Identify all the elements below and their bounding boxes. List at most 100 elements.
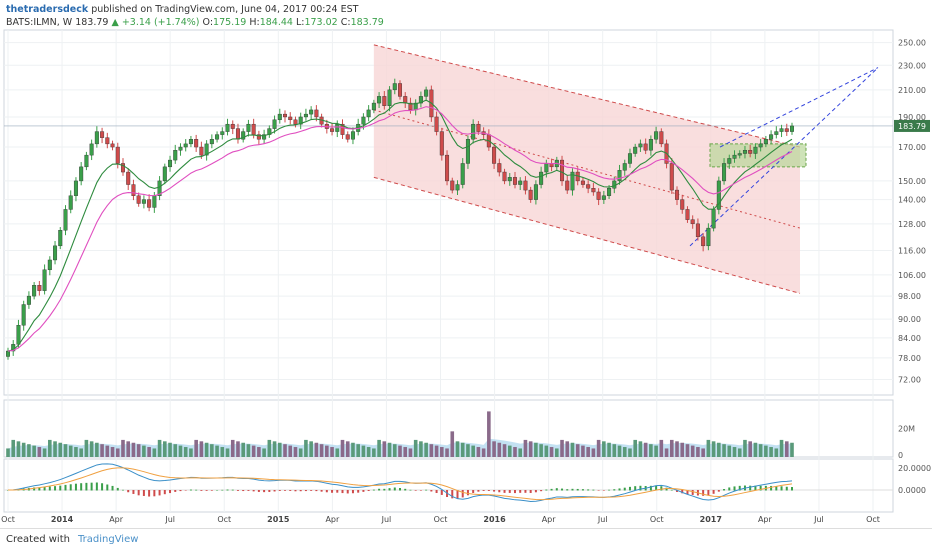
macd-histogram-bar <box>367 490 370 492</box>
candle-body <box>209 139 214 145</box>
macd-histogram-bar <box>419 490 422 491</box>
volume-bar <box>314 442 319 457</box>
macd-histogram-bar <box>409 489 412 491</box>
time-tick-label: 2016 <box>483 515 506 524</box>
macd-histogram-bar <box>775 486 778 491</box>
volume-bar <box>189 448 193 457</box>
candle-body <box>188 139 193 145</box>
macd-histogram-bar <box>628 486 631 491</box>
candle-body <box>607 188 612 196</box>
macd-histogram-bar <box>127 490 130 493</box>
macd-histogram-bar <box>325 490 328 493</box>
candle-body <box>784 128 789 132</box>
volume-tick-label: 0 <box>898 451 903 460</box>
chart-drawings <box>4 44 893 294</box>
volume-bar <box>319 444 324 457</box>
volume-pane <box>6 411 794 457</box>
macd-histogram-bar <box>210 490 213 491</box>
macd-histogram-bar <box>242 490 245 492</box>
macd-histogram-bar <box>189 489 192 491</box>
volume-bar <box>115 448 120 457</box>
volume-bar <box>152 448 157 457</box>
macd-histogram-bar <box>90 482 93 491</box>
macd-histogram-bar <box>451 490 454 499</box>
publisher-name[interactable]: thetradersdeck <box>6 4 89 15</box>
candle-body <box>544 163 549 173</box>
macd-histogram-bar <box>216 489 219 491</box>
candle-body <box>408 102 413 111</box>
macd-histogram-bar <box>336 490 339 493</box>
candle-body <box>492 146 497 164</box>
candle-body <box>769 134 774 140</box>
volume-bar <box>304 439 308 457</box>
volume-bar <box>272 441 277 457</box>
macd-histogram-bar <box>723 489 726 491</box>
candle-body <box>539 171 544 185</box>
candle-body <box>471 123 476 140</box>
macd-histogram-bar <box>707 490 710 496</box>
macd-histogram-bar <box>404 488 407 491</box>
macd-histogram-bar <box>200 490 203 491</box>
macd-histogram-bar <box>64 484 67 491</box>
volume-bar <box>6 448 10 457</box>
macd-histogram-bar <box>602 490 605 491</box>
candle-body <box>350 131 355 140</box>
volume-bar <box>440 447 444 457</box>
candle-body <box>204 143 209 156</box>
volume-bar <box>602 441 606 457</box>
macd-histogram-bar <box>513 490 516 494</box>
macd-histogram-bar <box>618 488 621 491</box>
macd-histogram-bar <box>372 489 375 491</box>
change-value: +3.14 (+1.74%) <box>121 17 200 28</box>
volume-bar <box>675 441 679 457</box>
candle-body <box>241 131 246 140</box>
macd-histogram-bar <box>38 487 41 491</box>
volume-bar <box>68 445 73 457</box>
macd-histogram-bar <box>111 485 114 491</box>
volume-bar <box>309 441 313 457</box>
volume-bar <box>680 442 685 457</box>
volume-bar <box>11 439 16 457</box>
time-tick-label: Oct <box>217 515 231 524</box>
macd-histogram-bar <box>466 490 469 496</box>
macd-histogram-bar <box>670 489 673 491</box>
time-tick-label: 2014 <box>51 515 74 524</box>
volume-bar <box>210 444 214 457</box>
volume-bar <box>366 447 371 457</box>
price-tick-label: 84.00 <box>898 334 921 343</box>
price-tick-label: 78.00 <box>898 354 921 363</box>
candle-body <box>779 128 784 132</box>
candle-body <box>763 139 768 145</box>
time-tick-label: Apr <box>109 515 124 524</box>
macd-histogram-bar <box>738 485 741 491</box>
volume-bar <box>257 447 261 457</box>
volume-bar <box>628 448 632 457</box>
macd-histogram-bar <box>529 490 532 493</box>
candle-body <box>47 259 52 271</box>
candle-body <box>141 199 146 204</box>
last-price-label: 183.79 <box>898 122 926 131</box>
low-value: 173.02 <box>304 17 338 28</box>
price-chart[interactable]: 250.00 230.00 210.00 190.00 170.00 150.00 140.… <box>0 0 932 528</box>
macd-histogram-bar <box>383 488 386 491</box>
volume-bar <box>163 441 167 457</box>
macd-histogram-bar <box>613 489 616 491</box>
chart-header-publisher: thetradersdeck published on TradingView.… <box>6 4 358 15</box>
volume-bar <box>612 444 617 457</box>
macd-histogram-bar <box>331 490 334 493</box>
candle-body <box>586 184 591 189</box>
volume-bar <box>199 441 204 457</box>
volume-bar <box>633 439 637 457</box>
footer-brand[interactable]: TradingView <box>78 534 139 545</box>
volume-bar <box>784 441 789 457</box>
candle-body <box>131 184 136 196</box>
volume-bar <box>236 441 240 457</box>
macd-histogram-bar <box>414 490 417 491</box>
volume-bar <box>471 445 475 457</box>
volume-bar <box>74 447 78 457</box>
volume-bar <box>215 445 219 457</box>
candle-body <box>215 134 220 140</box>
candle-body <box>617 170 622 182</box>
macd-histogram-bar <box>576 488 579 491</box>
macd-histogram-bar <box>487 490 490 491</box>
